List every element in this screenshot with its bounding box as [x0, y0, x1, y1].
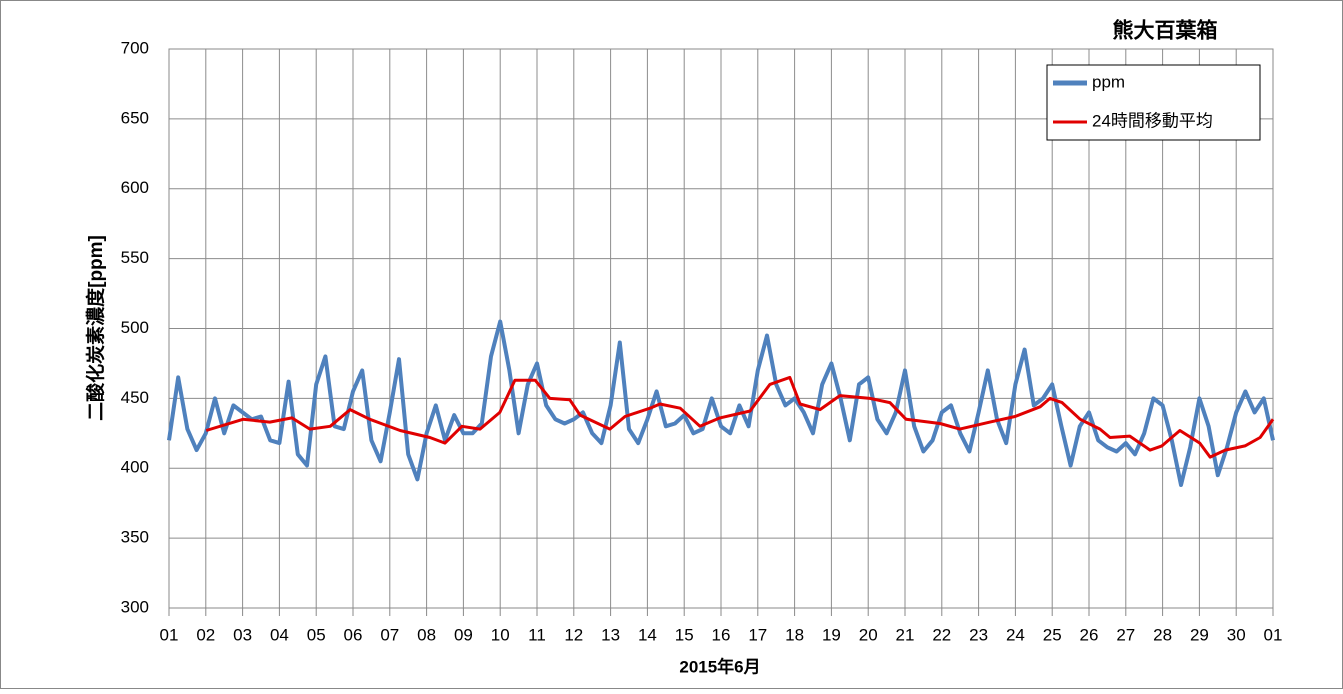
x-tick-label: 02 — [196, 625, 215, 644]
legend-box — [1046, 64, 1261, 141]
x-tick-label: 18 — [785, 625, 804, 644]
y-tick-label: 450 — [121, 388, 149, 407]
y-tick-label: 700 — [121, 38, 149, 57]
x-tick-label: 13 — [601, 625, 620, 644]
x-tick-label: 21 — [896, 625, 915, 644]
x-tick-label: 25 — [1043, 625, 1062, 644]
x-tick-label: 04 — [270, 625, 289, 644]
chart-title: 熊大百葉箱 — [1113, 19, 1218, 43]
series-line — [205, 375, 1275, 459]
x-axis-label: 2015年6月 — [679, 656, 760, 676]
x-tick-label: 15 — [675, 625, 694, 644]
x-tick-label: 28 — [1153, 625, 1172, 644]
y-tick-label: 550 — [121, 248, 149, 267]
x-tick-label: 05 — [307, 625, 326, 644]
y-tick-label: 400 — [121, 458, 149, 477]
x-tick-label: 26 — [1080, 625, 1099, 644]
x-tick-label: 01 — [160, 625, 179, 644]
legend-label: ppm — [1092, 72, 1125, 91]
x-tick-label: 09 — [454, 625, 473, 644]
x-tick-label: 19 — [822, 625, 841, 644]
legend-label: 24時間移動平均 — [1092, 111, 1213, 130]
x-tick-label: 12 — [564, 625, 583, 644]
x-tick-label: 11 — [528, 625, 546, 644]
lines — [167, 319, 1275, 487]
x-tick-label: 29 — [1190, 625, 1209, 644]
y-tick-label: 300 — [121, 597, 149, 616]
x-tick-label: 06 — [344, 625, 363, 644]
y-tick-label: 650 — [121, 108, 149, 127]
series-line — [167, 319, 1275, 487]
y-tick-label: 600 — [121, 178, 149, 197]
x-tick-label: 16 — [712, 625, 731, 644]
x-tick-label: 10 — [491, 625, 510, 644]
x-tick-label: 17 — [748, 625, 767, 644]
x-tick-label: 24 — [1006, 625, 1025, 644]
x-tick-label: 07 — [380, 625, 399, 644]
legend: ppm 24時間移動平均 — [1053, 72, 1213, 130]
x-tick-label: 14 — [638, 625, 657, 644]
x-tick-label: 30 — [1227, 625, 1246, 644]
x-tick-label: 20 — [859, 625, 878, 644]
x-tick-label: 23 — [969, 625, 988, 644]
y-tick-label: 350 — [121, 528, 149, 547]
y-tick-label: 500 — [121, 318, 149, 337]
x-tick-label: 22 — [932, 625, 951, 644]
x-tick-label: 01 — [1264, 625, 1283, 644]
y-axis-label: 二酸化炭素濃度[ppm] — [84, 235, 107, 421]
x-tick-label: 27 — [1116, 625, 1135, 644]
x-tick-label: 08 — [417, 625, 436, 644]
x-tick-label: 03 — [233, 625, 252, 644]
